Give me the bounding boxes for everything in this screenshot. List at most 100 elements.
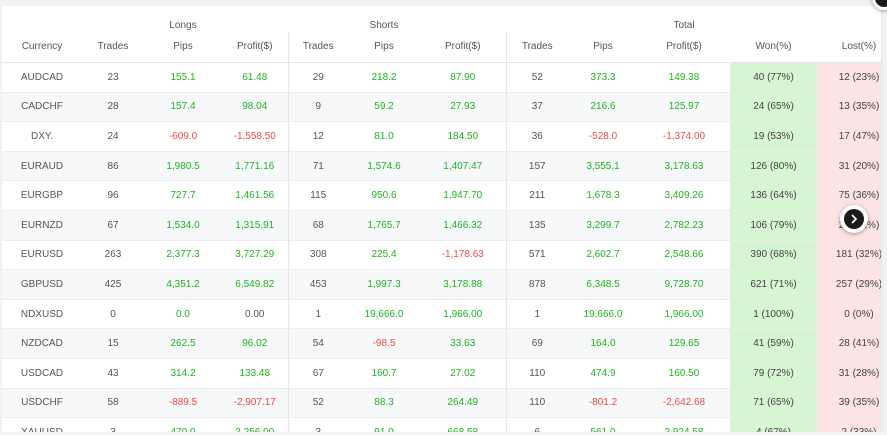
cell-total-profit: 3,409.26	[638, 180, 730, 211]
col-lost[interactable]: Lost(%)	[817, 31, 881, 63]
cell-total-pips: 164.0	[568, 328, 638, 359]
scroll-right-button[interactable]	[840, 205, 868, 233]
cell-lost: 181 (32%)	[817, 240, 881, 271]
cell-shorts-pips: 81.0	[348, 121, 420, 152]
chevron-right-icon	[844, 209, 864, 229]
col-currency[interactable]: Currency	[2, 31, 82, 63]
cell-shorts-trades: 308	[288, 240, 348, 271]
cell-longs-trades: 24	[82, 121, 144, 152]
cell-won: 24 (65%)	[730, 92, 817, 123]
col-total-profit[interactable]: Profit($)	[638, 31, 730, 63]
cell-longs-profit: 6,549.82	[222, 269, 289, 300]
col-total-trades[interactable]: Trades	[506, 31, 568, 63]
cell-total-profit: 2,924.58	[638, 417, 730, 432]
table-row[interactable]: EURAUD 86 1,980.5 1,771.16 71 1,574.6 1,407.47…	[2, 151, 881, 182]
cell-total-trades: 36	[506, 121, 568, 152]
table-row[interactable]: EURUSD 263 2,377.3 3,727.29 308 225.4 -1,178.6…	[2, 240, 881, 271]
col-longs-profit[interactable]: Profit($)	[222, 31, 289, 63]
table-row[interactable]: NDXUSD 0 0.0 0.00 1 19,666.0 1,966.00 1 19,666.0…	[2, 299, 881, 330]
cell-longs-trades: 425	[82, 269, 144, 300]
group-shorts: Shorts	[369, 20, 399, 31]
cell-total-pips: 373.3	[568, 62, 638, 93]
table-row[interactable]: USDCAD 43 314.2 133.48 67 160.7 27.02 110 474.9 1…	[2, 358, 881, 389]
col-shorts-pips[interactable]: Pips	[348, 31, 420, 63]
cell-shorts-pips: 19,666.0	[348, 299, 420, 330]
cell-longs-trades: 23	[82, 62, 144, 93]
cell-longs-trades: 263	[82, 240, 144, 271]
group-spacer	[2, 6, 82, 31]
col-total-pips[interactable]: Pips	[568, 31, 638, 63]
table-row[interactable]: GBPUSD 425 4,351.2 6,549.82 453 1,997.3 3,178.…	[2, 269, 881, 300]
cell-longs-trades: 28	[82, 92, 144, 123]
cell-longs-profit: 96.02	[222, 328, 289, 359]
cell-total-profit: 125.97	[638, 92, 730, 123]
cell-lost: 12 (23%)	[817, 62, 881, 93]
cell-lost: 39 (35%)	[817, 388, 881, 419]
col-longs-pips[interactable]: Pips	[144, 31, 222, 63]
corner-close-button[interactable]	[872, 0, 887, 10]
symbol-stats-table: Longs Shorts Total Currency Trades Pips …	[2, 6, 881, 432]
table-body: AUDCAD 23 155.1 61.48 29 218.2 87.90 52 373.3 149…	[2, 62, 881, 432]
cell-total-trades: 135	[506, 210, 568, 241]
cell-shorts-pips: 160.7	[348, 358, 420, 389]
table-row[interactable]: AUDCAD 23 155.1 61.48 29 218.2 87.90 52 373.3 149…	[2, 62, 881, 93]
table-row[interactable]: USDCHF 58 -889.5 -2,907.17 52 88.3 264.49 110 -8…	[2, 388, 881, 419]
cell-shorts-trades: 71	[288, 151, 348, 182]
cell-longs-profit: 1,771.16	[222, 151, 289, 182]
cell-shorts-trades: 9	[288, 92, 348, 123]
cell-total-trades: 211	[506, 180, 568, 211]
cell-total-profit: 160.50	[638, 358, 730, 389]
table-row[interactable]: XAUUSD3470.02,256.00391.0668.586561.02,9…	[2, 417, 881, 432]
cell-currency: EURGBP	[2, 180, 82, 211]
cell-shorts-pips: 218.2	[348, 62, 420, 93]
cell-total-trades: 69	[506, 328, 568, 359]
col-won[interactable]: Won(%)	[730, 31, 817, 63]
cell-won: 19 (53%)	[730, 121, 817, 152]
cell-shorts-trades: 29	[288, 62, 348, 93]
cell-shorts-trades: 54	[288, 328, 348, 359]
table-row[interactable]: NZDCAD 15 262.5 96.02 54 -98.5 33.63 69 164.0 129…	[2, 328, 881, 359]
cell-total-pips: 6,348.5	[568, 269, 638, 300]
cell-shorts-pips: 950.6	[348, 180, 420, 211]
cell-shorts-profit: 33.63	[420, 328, 507, 359]
table-row[interactable]: DXY. 24 -609.0 -1,558.50 12 81.0 184.50 36 -528.…	[2, 121, 881, 152]
cell-total-pips: 3,299.7	[568, 210, 638, 241]
cell-total-pips: 474.9	[568, 358, 638, 389]
cell-longs-profit: 1,461.56	[222, 180, 289, 211]
cell-lost: 257 (29%)	[817, 269, 881, 300]
group-header-row: Longs Shorts Total	[2, 6, 881, 31]
col-shorts-profit[interactable]: Profit($)	[420, 31, 507, 63]
cell-total-pips: 561.0	[568, 417, 638, 432]
cell-total-pips: -801.2	[568, 388, 638, 419]
cell-shorts-pips: 1,574.6	[348, 151, 420, 182]
table-row[interactable]: EURNZD 67 1,534.0 1,315.91 68 1,765.7 1,466.32…	[2, 210, 881, 241]
cell-won: 41 (59%)	[730, 328, 817, 359]
cell-longs-pips: 0.0	[144, 299, 222, 330]
col-longs-trades[interactable]: Trades	[82, 31, 144, 63]
cell-currency: NDXUSD	[2, 299, 82, 330]
close-icon	[875, 0, 887, 7]
cell-won: 106 (79%)	[730, 210, 817, 241]
cell-shorts-pips: 88.3	[348, 388, 420, 419]
cell-longs-pips: 314.2	[144, 358, 222, 389]
cell-won: 4 (67%)	[730, 417, 817, 432]
cell-total-trades: 1	[506, 299, 568, 330]
cell-longs-profit: -2,907.17	[222, 388, 289, 419]
cell-currency: CADCHF	[2, 92, 82, 123]
cell-shorts-pips: 1,997.3	[348, 269, 420, 300]
cell-shorts-trades: 115	[288, 180, 348, 211]
cell-total-profit: 129.65	[638, 328, 730, 359]
cell-shorts-profit: 1,407.47	[420, 151, 507, 182]
table-row[interactable]: EURGBP 96 727.7 1,461.56 115 950.6 1,947.70 211…	[2, 180, 881, 211]
cell-total-trades: 110	[506, 358, 568, 389]
cell-shorts-trades: 1	[288, 299, 348, 330]
table-row[interactable]: CADCHF 28 157.4 98.04 9 59.2 27.93 37 216.6 125.9…	[2, 92, 881, 123]
col-shorts-trades[interactable]: Trades	[288, 31, 348, 63]
cell-longs-pips: 727.7	[144, 180, 222, 211]
cell-lost: 28 (41%)	[817, 328, 881, 359]
cell-total-profit: -2,642.68	[638, 388, 730, 419]
cell-shorts-trades: 12	[288, 121, 348, 152]
cell-longs-pips: 262.5	[144, 328, 222, 359]
cell-shorts-trades: 68	[288, 210, 348, 241]
